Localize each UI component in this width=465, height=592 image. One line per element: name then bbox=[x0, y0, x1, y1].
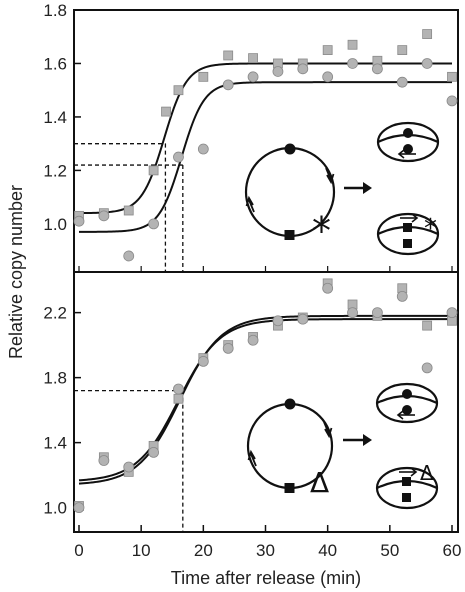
circle-point bbox=[347, 307, 358, 319]
square-point bbox=[148, 165, 159, 176]
schematic-top-mutation-label: * bbox=[312, 209, 331, 253]
bottom-panel-frame bbox=[73, 271, 459, 533]
guide-lines bbox=[74, 143, 184, 532]
square-point bbox=[161, 106, 171, 117]
terminus-marker bbox=[284, 230, 295, 240]
fork-arrow-right bbox=[325, 167, 332, 181]
x-tick-label: 60 bbox=[443, 541, 462, 560]
circle-point bbox=[347, 58, 358, 69]
circle-point bbox=[123, 250, 135, 262]
fit-curve-square bbox=[78, 62, 452, 215]
y-tick-label: 1.4 bbox=[43, 108, 67, 127]
y-tick-label: 1.2 bbox=[43, 161, 67, 180]
x-tick-label: 10 bbox=[132, 541, 151, 560]
circle-point bbox=[371, 307, 383, 319]
circle-point bbox=[197, 143, 209, 155]
x-tick-label: 40 bbox=[318, 541, 337, 560]
circle-point bbox=[421, 58, 433, 69]
data-points bbox=[73, 29, 458, 514]
square-point bbox=[422, 320, 433, 331]
square-point bbox=[347, 39, 358, 50]
circle-point bbox=[222, 342, 234, 354]
circle-point bbox=[247, 71, 259, 83]
circle-point bbox=[421, 362, 433, 374]
y-tick-label: 1.0 bbox=[43, 499, 67, 518]
circle-point bbox=[297, 313, 309, 325]
schematic-top-product-label: * bbox=[424, 214, 437, 244]
fit-curve-circle bbox=[79, 81, 452, 233]
circle-point bbox=[173, 151, 184, 163]
schematic-top: * * bbox=[244, 121, 440, 256]
origin-marker bbox=[284, 398, 296, 410]
circle-point bbox=[446, 307, 458, 319]
circle-point bbox=[272, 315, 284, 327]
schematic-bottom-product-label: Δ bbox=[420, 461, 434, 485]
x-tick-label: 20 bbox=[194, 541, 213, 560]
y-axis-label: Relative copy number bbox=[6, 185, 26, 359]
square-point bbox=[248, 53, 258, 64]
circle-point bbox=[148, 218, 160, 230]
square-point bbox=[223, 50, 234, 61]
y-tick-label: 1.8 bbox=[43, 1, 67, 20]
square-point bbox=[198, 71, 209, 82]
circle-point bbox=[148, 446, 160, 458]
square-point bbox=[422, 29, 433, 39]
circle-point bbox=[73, 215, 85, 227]
schematic-bottom-mutation-label: Δ bbox=[310, 466, 329, 499]
circle-point bbox=[73, 502, 85, 514]
square-point bbox=[322, 45, 333, 56]
y-tick-label: 1.6 bbox=[43, 54, 67, 73]
x-tick-label: 30 bbox=[256, 541, 275, 560]
x-tick-label: 0 bbox=[74, 541, 83, 560]
circle-point bbox=[247, 334, 259, 346]
y-tick-label: 1.0 bbox=[43, 215, 67, 234]
circle-point bbox=[197, 355, 209, 367]
circle-point bbox=[396, 76, 408, 88]
circle-point bbox=[322, 282, 334, 294]
origin-marker bbox=[284, 143, 296, 155]
square-point bbox=[397, 45, 408, 56]
top-y-ticks: 1.0 1.2 1.4 1.6 1.8 bbox=[43, 1, 81, 234]
square-point bbox=[173, 85, 184, 96]
circle-point bbox=[272, 66, 284, 77]
fork-arrow-left bbox=[248, 199, 255, 213]
circle-point bbox=[297, 63, 309, 75]
x-ticks: 0 10 20 30 40 50 60 bbox=[74, 266, 461, 560]
x-tick-label: 50 bbox=[380, 541, 399, 560]
terminus-marker bbox=[284, 483, 295, 493]
y-tick-label: 2.2 bbox=[43, 304, 67, 323]
circle-point bbox=[123, 461, 135, 473]
bottom-y-ticks: 1.0 1.4 1.8 2.2 bbox=[43, 304, 81, 518]
circle-point bbox=[173, 383, 184, 395]
circle-point bbox=[371, 63, 383, 75]
circle-point bbox=[98, 455, 110, 466]
fit-curve-square bbox=[78, 314, 452, 485]
x-axis-label: Time after release (min) bbox=[171, 568, 361, 588]
fit-curves bbox=[78, 62, 452, 485]
square-point bbox=[173, 393, 184, 404]
circle-point bbox=[396, 290, 408, 302]
schematic-bottom: Δ Δ bbox=[246, 382, 439, 510]
square-point bbox=[447, 71, 457, 82]
y-tick-label: 1.4 bbox=[43, 434, 67, 453]
circle-point bbox=[322, 71, 334, 83]
circle-point bbox=[98, 210, 110, 222]
circle-point bbox=[446, 95, 458, 107]
circle-point bbox=[222, 79, 234, 91]
square-point bbox=[123, 205, 134, 216]
fit-curve-circle bbox=[78, 318, 452, 482]
y-tick-label: 1.8 bbox=[43, 369, 67, 388]
